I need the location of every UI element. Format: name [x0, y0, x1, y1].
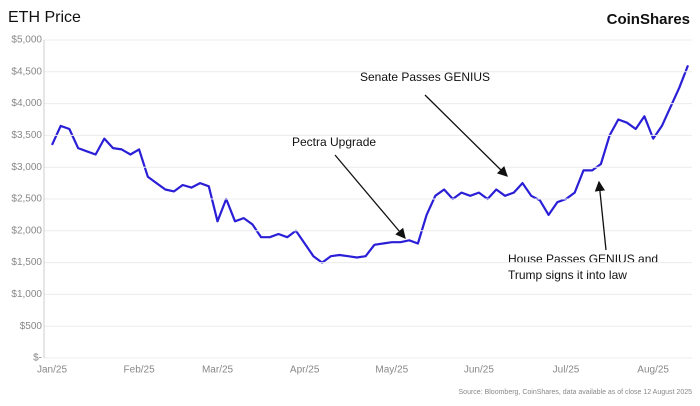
x-tick-label: Jan/25 [37, 365, 67, 376]
annotation: Trump signs it into law [508, 268, 627, 282]
y-tick-label: $4,000 [11, 98, 42, 109]
x-tick-label: May/25 [375, 365, 408, 376]
annotation: Senate Passes GENIUS [360, 70, 490, 84]
y-tick-label: $2,000 [11, 225, 42, 236]
y-tick-label: $- [33, 353, 42, 364]
annotation: Pectra Upgrade [292, 135, 376, 149]
source-note: Source: Bloomberg, CoinShares, data avai… [459, 389, 693, 396]
x-tick-label: Apr/25 [290, 365, 320, 376]
x-tick-label: Jul/25 [553, 365, 580, 376]
price-line [50, 65, 690, 264]
y-tick-label: $1,500 [11, 257, 42, 268]
y-tick-label: $2,500 [11, 194, 42, 205]
x-tick-label: Aug/25 [637, 365, 669, 376]
annotation-arrow [594, 180, 607, 251]
chart-title: ETH Price [8, 9, 81, 26]
annotation: House Passes GENIUS and [508, 252, 658, 266]
annotation-arrow [424, 94, 508, 177]
y-tick-label: $3,000 [11, 162, 42, 173]
annotation-arrow [334, 154, 406, 239]
y-tick-label: $1,000 [11, 289, 42, 300]
y-tick-label: $5,000 [11, 35, 42, 46]
y-tick-label: $3,500 [11, 130, 42, 141]
x-tick-label: Feb/25 [124, 365, 156, 376]
x-tick-label: Jun/25 [464, 365, 494, 376]
brand-logo: CoinShares [607, 11, 690, 28]
x-tick-label: Mar/25 [202, 365, 234, 376]
y-tick-label: $4,500 [11, 66, 42, 77]
y-tick-label: $500 [20, 321, 43, 332]
